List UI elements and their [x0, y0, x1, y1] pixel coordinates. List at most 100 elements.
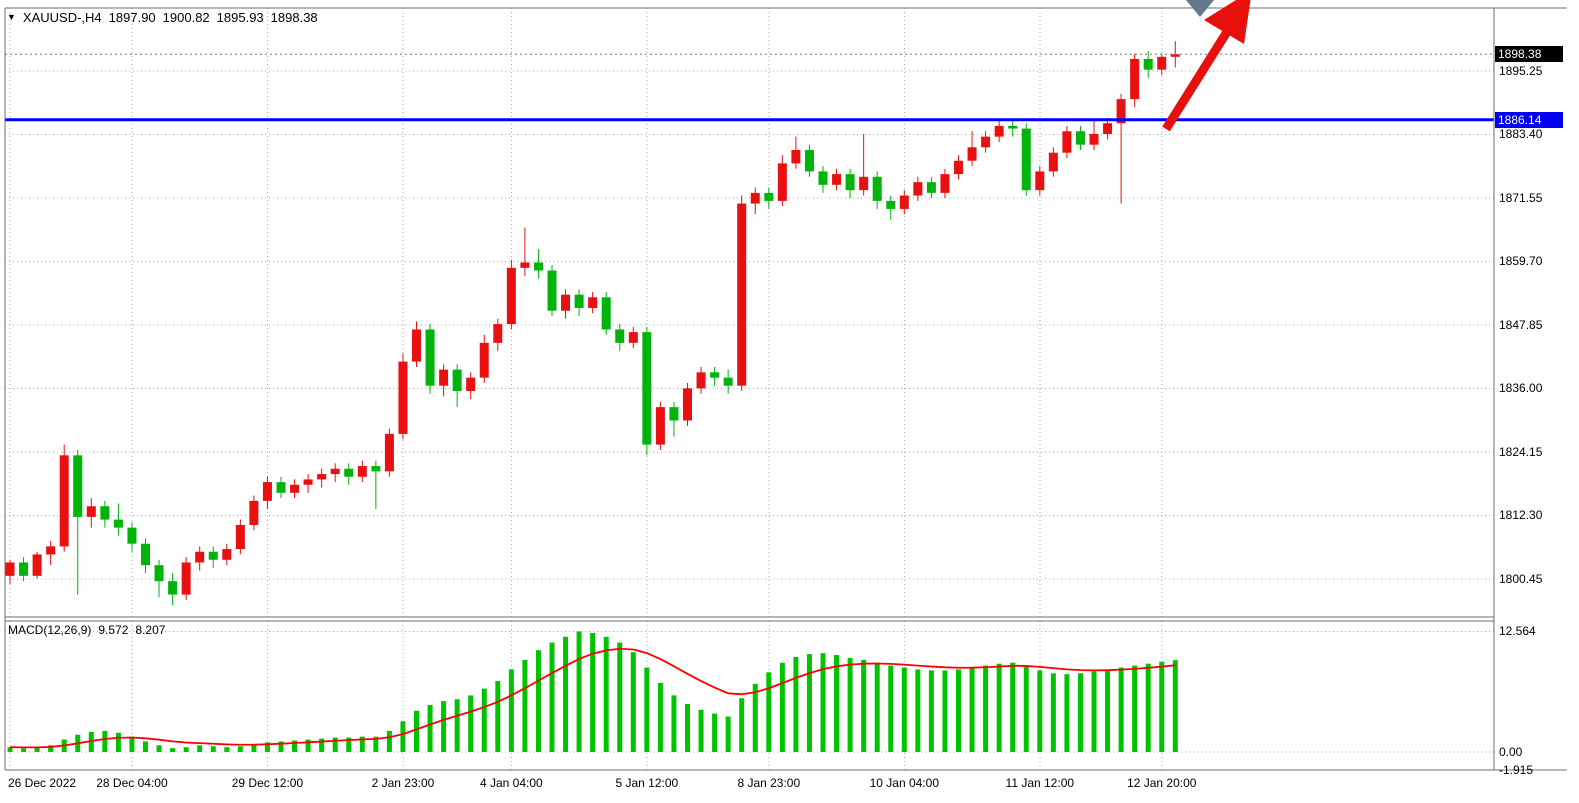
macd-histogram-bar	[143, 741, 148, 752]
macd-histogram-bar	[671, 695, 677, 752]
macd-histogram-bar	[400, 721, 406, 752]
macd-histogram-bar	[725, 716, 731, 752]
macd-histogram-bar	[129, 736, 135, 752]
bull-candle	[994, 125, 1004, 137]
bull-candle	[1157, 56, 1167, 70]
macd-histogram-bar	[1091, 671, 1097, 752]
macd-histogram-bar	[495, 680, 501, 752]
bull-candle	[439, 369, 449, 386]
bull-candle	[317, 474, 327, 480]
macd-histogram-bar	[1010, 662, 1016, 752]
time-axis-label: 29 Dec 12:00	[231, 776, 304, 790]
bear-candle	[371, 466, 381, 472]
macd-histogram-bar	[928, 670, 934, 752]
bear-candle	[764, 192, 774, 201]
macd-histogram-bar	[34, 747, 40, 752]
bear-candle	[425, 329, 435, 386]
bull-candle	[32, 554, 42, 576]
macd-histogram-bar	[197, 745, 203, 752]
bear-candle	[601, 297, 611, 330]
macd-histogram-bar	[834, 655, 840, 752]
macd-histogram-bar	[346, 737, 352, 752]
macd-histogram-bar	[481, 688, 487, 752]
macd-indicator-label: MACD(12,26,9) 9.572 8.207	[8, 623, 165, 637]
macd-histogram-bar	[115, 732, 121, 752]
bear-candle	[113, 519, 123, 528]
macd-histogram-bar	[170, 748, 176, 752]
bull-candle	[1089, 133, 1099, 145]
macd-histogram-bar	[590, 632, 596, 752]
macd-histogram-bar	[210, 746, 216, 752]
bear-candle	[642, 332, 652, 445]
bull-candle	[899, 195, 909, 209]
macd-histogram-bar	[359, 736, 365, 752]
macd-histogram-bar	[956, 669, 961, 752]
bull-candle	[412, 329, 421, 362]
trend-arrow-shaft[interactable]	[1162, 24, 1234, 132]
macd-histogram-bar	[657, 682, 663, 752]
bull-candle	[1170, 54, 1180, 57]
bear-candle	[533, 262, 543, 271]
macd-histogram-bar	[102, 730, 108, 752]
hline-price-badge: 1886.14	[1495, 112, 1563, 128]
bull-candle	[696, 372, 706, 389]
macd-histogram-bar	[752, 683, 758, 752]
ohlc-low-value: 1895.93	[216, 10, 264, 25]
bull-candle	[791, 150, 801, 164]
time-axis-label: 26 Dec 2022	[8, 776, 77, 790]
macd-histogram-bar	[468, 695, 474, 752]
bull-candle	[954, 160, 963, 175]
bull-candle	[628, 332, 638, 343]
bear-candle	[141, 543, 150, 566]
macd-signal-current-value: 8.207	[135, 623, 166, 637]
bear-candle	[845, 174, 855, 191]
bear-candle	[1021, 128, 1031, 191]
macd-signal-line	[9, 647, 1176, 749]
bull-candle	[357, 466, 367, 477]
bull-candle	[262, 482, 272, 501]
bull-candle	[59, 455, 69, 547]
bull-candle	[1048, 152, 1058, 172]
bear-candle	[154, 565, 164, 582]
macd-histogram-bar	[1037, 670, 1043, 752]
bull-candle	[195, 551, 205, 563]
macd-histogram-bar	[1132, 665, 1138, 752]
macd-histogram-bar	[766, 672, 772, 752]
bear-candle	[886, 200, 896, 209]
macd-histogram-bar	[1050, 673, 1056, 752]
bull-candle	[222, 549, 232, 560]
macd-histogram-bar	[1159, 661, 1165, 752]
bull-candle	[249, 500, 259, 525]
macd-histogram-bar	[630, 652, 636, 752]
bull-candle	[737, 203, 747, 386]
macd-histogram-bar	[278, 741, 284, 752]
macd-histogram-bar	[1172, 660, 1178, 752]
bear-candle	[1143, 58, 1153, 70]
bull-candle	[832, 174, 842, 185]
bull-candle	[1035, 171, 1045, 191]
bull-candle	[940, 174, 950, 193]
bull-candle	[181, 562, 191, 595]
bull-candle	[967, 147, 977, 161]
bear-candle	[208, 551, 218, 560]
bear-candle	[872, 176, 882, 201]
macd-histogram-bar	[1023, 666, 1029, 752]
trend-arrow-head[interactable]	[1204, 0, 1252, 44]
pane-separator[interactable]	[5, 615, 1494, 623]
bull-candle	[384, 433, 394, 472]
macd-histogram-bar	[576, 631, 582, 752]
macd-histogram-bar	[441, 701, 447, 752]
bear-candle	[1008, 125, 1018, 129]
macd-histogram-bar	[739, 698, 745, 752]
macd-histogram-bar	[1105, 669, 1111, 752]
macd-histogram-bar	[603, 636, 609, 752]
bear-candle	[926, 182, 936, 193]
macd-histogram-bar	[319, 738, 325, 752]
time-axis[interactable]: 26 Dec 2022 28 Dec 04:00 29 Dec 12:00 2 Jan…	[0, 776, 1579, 796]
macd-histogram-bar	[332, 737, 338, 752]
bear-candle	[615, 329, 625, 343]
macd-histogram-bar	[1145, 663, 1151, 752]
bull-candle	[750, 192, 760, 204]
bear-candle	[710, 372, 720, 378]
